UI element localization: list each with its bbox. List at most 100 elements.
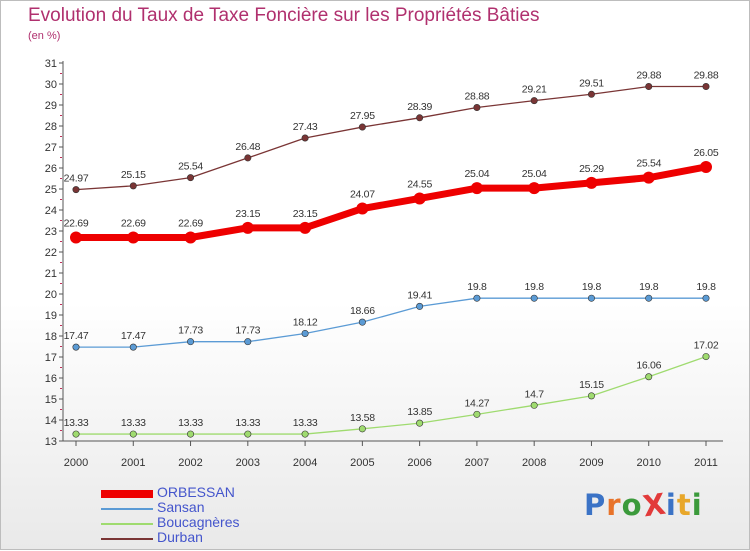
data-label-boucagneres: 14.7 <box>525 388 545 400</box>
logo-letter: i <box>691 488 703 522</box>
x-tick-label: 2003 <box>236 457 260 469</box>
data-point-boucagneres <box>187 430 195 438</box>
y-tick-label: 31 <box>45 58 57 70</box>
data-point-sansan <box>129 343 137 351</box>
data-label-sansan: 17.47 <box>121 330 146 342</box>
x-tick-label: 2010 <box>636 457 660 469</box>
data-point-boucagneres <box>301 430 309 438</box>
y-tick-label: 28 <box>45 121 57 133</box>
data-point-orbessan <box>127 231 140 244</box>
data-label-durban: 29.88 <box>636 70 661 82</box>
data-label-sansan: 17.73 <box>178 325 203 337</box>
legend-label-durban: Durban <box>157 529 203 545</box>
y-tick-label: 19 <box>45 310 57 322</box>
data-point-orbessan <box>241 221 254 234</box>
data-point-sansan <box>587 294 595 302</box>
y-tick-label: 17 <box>45 352 57 364</box>
data-label-boucagneres: 13.33 <box>293 417 318 429</box>
data-label-orbessan: 25.29 <box>579 163 604 175</box>
data-point-sansan <box>416 302 424 310</box>
data-label-boucagneres: 13.33 <box>64 417 89 429</box>
data-label-durban: 27.95 <box>350 110 375 122</box>
legend-label-sansan: Sansan <box>157 499 205 515</box>
data-point-sansan <box>473 294 481 302</box>
y-tick-label: 15 <box>45 394 57 406</box>
y-tick-label: 21 <box>45 268 57 280</box>
data-label-orbessan: 23.15 <box>293 208 318 220</box>
data-point-sansan <box>301 329 309 337</box>
data-point-durban <box>72 186 80 194</box>
data-point-durban <box>129 182 137 190</box>
data-point-durban <box>244 154 252 162</box>
data-label-sansan: 19.41 <box>407 289 432 301</box>
x-tick-label: 2004 <box>293 457 317 469</box>
data-point-boucagneres <box>129 430 137 438</box>
data-point-sansan <box>702 294 710 302</box>
data-label-sansan: 19.8 <box>525 281 545 293</box>
data-label-boucagneres: 13.85 <box>407 406 432 418</box>
data-point-durban <box>645 83 653 91</box>
data-label-boucagneres: 13.33 <box>121 417 146 429</box>
logo-letter: r <box>606 488 622 522</box>
data-point-sansan <box>244 338 252 346</box>
data-label-sansan: 17.73 <box>235 325 260 337</box>
logo-letter: X <box>640 486 669 524</box>
data-point-orbessan <box>700 160 712 173</box>
data-label-sansan: 18.12 <box>293 316 318 328</box>
x-tick-label: 2002 <box>178 457 202 469</box>
logo-letter: o <box>621 488 643 522</box>
data-point-boucagneres <box>416 419 424 427</box>
data-point-orbessan <box>70 231 82 244</box>
data-point-boucagneres <box>645 373 653 381</box>
data-point-boucagneres <box>72 430 80 438</box>
y-tick-label: 13 <box>45 436 57 448</box>
y-tick-label: 18 <box>45 331 57 343</box>
data-label-orbessan: 25.04 <box>465 168 490 180</box>
data-label-sansan: 18.66 <box>350 305 375 317</box>
data-label-sansan: 19.8 <box>582 281 602 293</box>
data-label-orbessan: 25.54 <box>636 158 661 170</box>
data-label-orbessan: 23.15 <box>235 208 260 220</box>
data-point-sansan <box>187 338 195 346</box>
data-label-boucagneres: 17.02 <box>694 340 719 352</box>
data-label-orbessan: 22.69 <box>121 218 146 230</box>
data-label-orbessan: 24.07 <box>350 189 375 201</box>
data-label-durban: 28.88 <box>465 91 490 103</box>
data-label-durban: 25.54 <box>178 161 203 173</box>
y-tick-label: 14 <box>45 415 57 427</box>
x-tick-label: 2008 <box>522 457 546 469</box>
data-point-boucagneres <box>702 353 710 361</box>
data-point-orbessan <box>413 192 426 205</box>
y-tick-label: 22 <box>45 247 57 259</box>
legend-swatch-boucagneres <box>101 523 153 525</box>
data-point-orbessan <box>585 176 598 189</box>
data-label-boucagneres: 13.33 <box>178 417 203 429</box>
data-point-durban <box>358 123 366 131</box>
data-label-sansan: 19.8 <box>696 281 716 293</box>
logo-letter: i <box>665 488 677 522</box>
data-point-sansan <box>358 318 366 326</box>
data-label-durban: 26.48 <box>235 141 260 153</box>
x-tick-label: 2000 <box>64 457 88 469</box>
data-label-durban: 25.15 <box>121 169 146 181</box>
data-label-boucagneres: 13.58 <box>350 412 375 424</box>
logo-letter: P <box>584 488 607 522</box>
x-tick-label: 2011 <box>694 457 718 469</box>
data-label-orbessan: 22.69 <box>64 218 89 230</box>
data-label-orbessan: 22.69 <box>178 218 203 230</box>
series-line-sansan <box>75 297 707 348</box>
data-point-durban <box>187 174 195 182</box>
x-tick-label: 2005 <box>350 457 374 469</box>
data-point-orbessan <box>528 182 541 195</box>
data-point-orbessan <box>184 231 197 244</box>
y-tick-label: 20 <box>45 289 57 301</box>
data-label-durban: 27.43 <box>293 121 318 133</box>
y-tick-label: 26 <box>45 163 57 175</box>
data-label-boucagneres: 14.27 <box>465 397 490 409</box>
data-point-sansan <box>530 294 538 302</box>
y-unit-label: (en %) <box>28 30 61 42</box>
data-label-boucagneres: 15.15 <box>579 379 604 391</box>
data-label-sansan: 17.47 <box>64 330 89 342</box>
